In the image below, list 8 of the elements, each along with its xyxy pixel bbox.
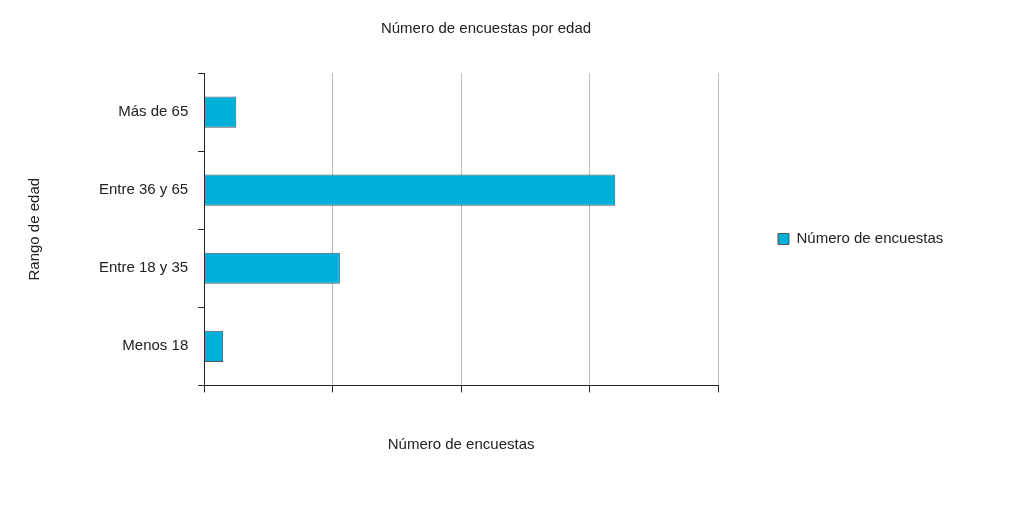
legend-label: Número de encuestas	[796, 229, 944, 247]
chart-title: Número de encuestas por edad	[380, 19, 592, 37]
y-axis-title: Rango de edad	[25, 177, 43, 281]
x-axis-title: Número de encuestas	[387, 435, 535, 453]
y-tick-label: Entre 18 y 35	[98, 258, 189, 276]
y-tick-label: Menos 18	[122, 336, 189, 354]
y-tick-label: Entre 36 y 65	[98, 180, 189, 198]
y-tick-label: Más de 65	[118, 102, 189, 120]
